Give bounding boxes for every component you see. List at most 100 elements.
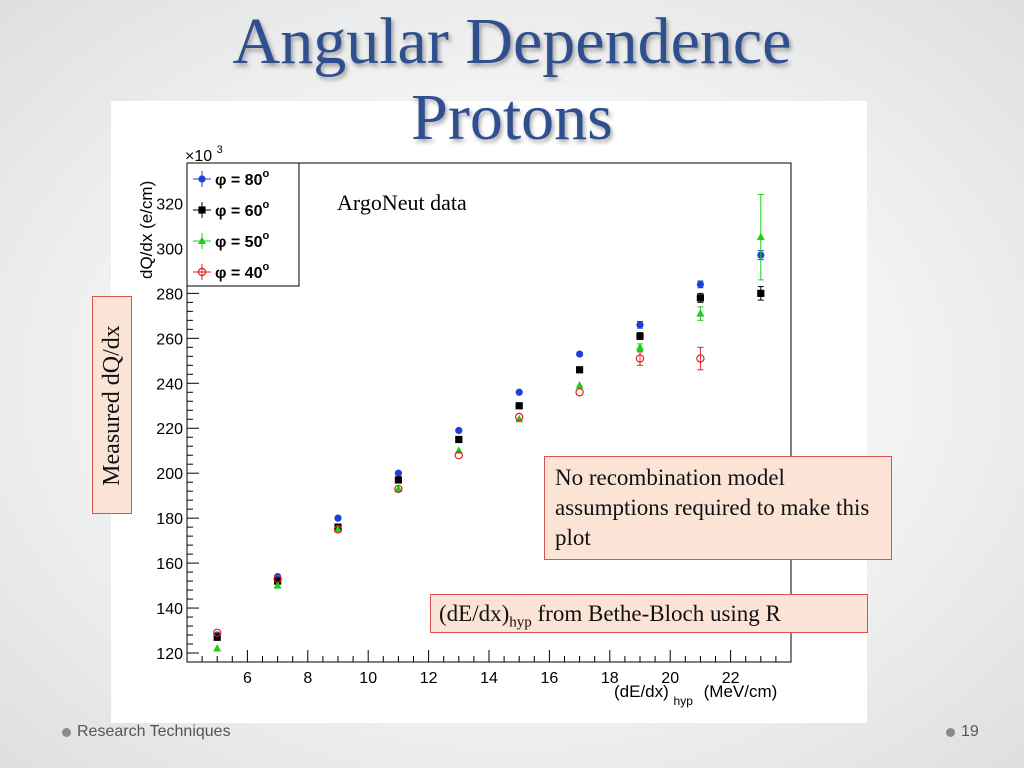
x-tick-label: 12	[420, 670, 438, 687]
data-point	[455, 426, 463, 435]
axis-ticks: 120 140 160 180 200 220 240 260 280 300 320 6 8 10 12 1…	[156, 175, 792, 687]
data-point	[213, 644, 222, 652]
data-source-label: ArgoNeut data	[337, 190, 467, 215]
formula-sub: hyp	[509, 614, 532, 631]
slide-title: Angular Dependence Protons	[0, 4, 1024, 156]
x-axis-label-main: (dE/dx)	[614, 682, 669, 701]
footer-bullet-icon	[62, 727, 71, 737]
data-point	[576, 366, 584, 374]
x-axis-label-sub: hyp	[674, 694, 694, 708]
legend-marker	[197, 267, 207, 277]
y-tick-label: 220	[156, 421, 183, 438]
data-point	[636, 342, 644, 351]
data-point	[636, 332, 644, 340]
data-point	[394, 484, 403, 492]
data-points	[212, 193, 765, 652]
y-tick-label: 280	[156, 286, 183, 303]
note-callout: No recombination model assumptions requi…	[544, 456, 892, 560]
legend-degree: o	[262, 168, 269, 180]
series-0	[213, 250, 765, 639]
y-tick-label: 200	[156, 466, 183, 483]
data-point	[394, 469, 402, 477]
legend-degree: o	[262, 199, 269, 211]
y-axis-label: dQ/dx (e/cm)	[137, 181, 156, 279]
title-line-1: Angular Dependence	[232, 5, 792, 78]
x-tick-label: 16	[541, 670, 559, 687]
title-line-2: Protons	[411, 81, 613, 154]
y-tick-label: 320	[156, 196, 183, 213]
data-point	[635, 354, 645, 363]
page-number: 19	[961, 723, 979, 740]
legend-marker	[198, 175, 206, 183]
y-tick-label: 180	[156, 511, 183, 528]
formula-main: (dE/dx)	[439, 601, 510, 626]
data-point	[515, 402, 523, 410]
data-point	[394, 476, 402, 484]
x-tick-label: 8	[303, 670, 312, 687]
data-point	[696, 354, 705, 363]
y-tick-label: 260	[156, 331, 183, 348]
legend-marker	[198, 206, 206, 214]
data-point	[575, 381, 584, 389]
legend-label: φ = 40o	[215, 261, 269, 282]
x-tick-label: 22	[722, 670, 740, 687]
x-axis-label-unit: (MeV/cm)	[704, 682, 778, 701]
y-tick-label: 120	[156, 646, 183, 663]
data-point	[696, 309, 705, 317]
footer-text: Research Techniques	[77, 723, 231, 740]
data-point	[334, 514, 342, 522]
x-tick-label: 6	[243, 670, 252, 687]
data-point	[333, 525, 343, 534]
legend-entry-2: φ = 50o	[193, 230, 269, 251]
y-tick-label: 140	[156, 601, 183, 618]
data-point	[213, 633, 221, 641]
legend-label: φ = 50o	[215, 230, 269, 251]
footer-right: 19	[946, 723, 979, 741]
formula-rest: from Bethe-Bloch using R	[531, 601, 781, 626]
legend-label: φ = 80o	[215, 168, 269, 189]
legend-degree: o	[262, 261, 269, 273]
footer-left: Research Techniques	[62, 723, 231, 741]
data-point	[334, 524, 342, 533]
data-point	[515, 412, 524, 422]
data-point	[576, 350, 584, 358]
y-tick-label: 160	[156, 556, 183, 573]
data-point	[696, 294, 704, 302]
data-point	[212, 628, 222, 637]
page-bullet-icon	[946, 727, 955, 737]
data-point	[394, 484, 403, 494]
y-tick-label: 240	[156, 376, 183, 393]
data-point	[636, 321, 644, 329]
y-multiplier-base: ×10	[185, 148, 212, 165]
legend-box	[186, 162, 300, 287]
legend: φ = 80o φ = 60o φ = 50o φ = 40o	[186, 162, 300, 287]
legend-entry-0: φ = 80o	[193, 168, 269, 189]
legend-marker	[198, 236, 206, 244]
legend-entry-1: φ = 60o	[193, 199, 269, 220]
data-point	[757, 289, 765, 297]
data-point	[515, 388, 523, 396]
series-3	[212, 346, 705, 637]
y-multiplier: ×10 3	[185, 144, 223, 165]
legend-label: φ = 60o	[215, 199, 269, 220]
measured-dqdx-label: Measured dQ/dx	[92, 296, 132, 514]
data-point	[455, 435, 463, 444]
x-axis-label: (dE/dx) hyp (MeV/cm)	[614, 682, 777, 709]
data-point	[273, 581, 282, 589]
data-point	[696, 280, 705, 288]
legend-degree: o	[262, 230, 269, 242]
formula-callout: (dE/dx)hyp from Bethe-Bloch using R	[430, 594, 868, 633]
data-point	[756, 232, 765, 241]
x-tick-label: 14	[480, 670, 498, 687]
y-multiplier-exp: 3	[217, 144, 223, 156]
x-tick-label: 20	[661, 670, 679, 687]
x-tick-label: 18	[601, 670, 619, 687]
data-point	[273, 574, 282, 584]
x-tick-label: 10	[359, 670, 377, 687]
data-point	[575, 388, 584, 397]
legend-entry-3: φ = 40o	[193, 261, 269, 282]
measured-dqdx-text: Measured dQ/dx	[98, 324, 125, 486]
plot-panel: 120 140 160 180 200 220 240 260 280 300 320 6 8 10 12 1…	[111, 101, 867, 723]
y-tick-label: 300	[156, 241, 183, 258]
